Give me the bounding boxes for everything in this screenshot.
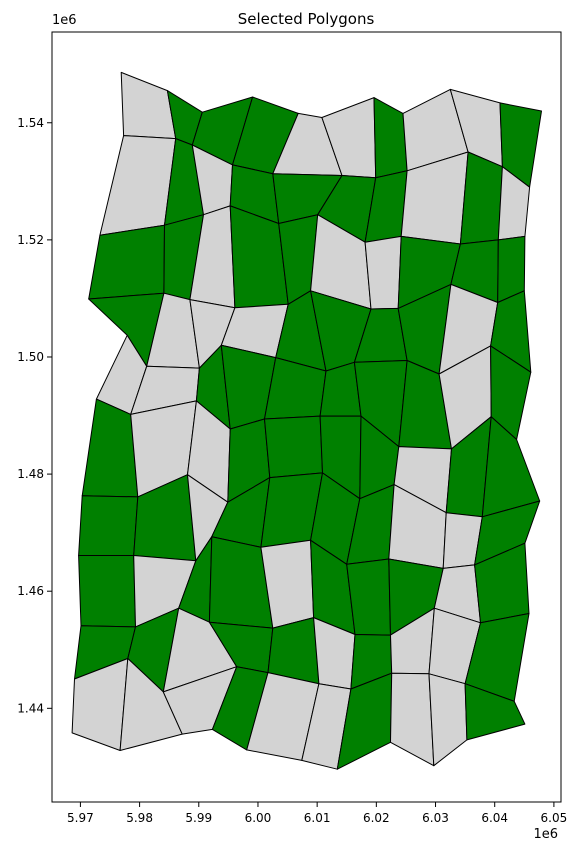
x-tick-label: 6.04 xyxy=(481,811,508,825)
selected-polygon xyxy=(78,495,139,556)
selected-polygon xyxy=(464,683,526,741)
y-tick-label: 1.50 xyxy=(17,350,44,364)
polygon-layer xyxy=(71,71,542,770)
selected-polygon xyxy=(78,555,136,628)
x-tick-label: 5.99 xyxy=(185,811,212,825)
y-tick-label: 1.48 xyxy=(17,467,44,481)
x-tick-label: 5.97 xyxy=(67,811,94,825)
chart-title: Selected Polygons xyxy=(238,10,375,28)
x-offset-label: 1e6 xyxy=(533,827,558,842)
x-tick-label: 6.00 xyxy=(245,811,272,825)
y-offset-label: 1e6 xyxy=(52,13,77,28)
selected-polygon xyxy=(346,558,391,636)
x-axis: 5.97 5.98 5.99 6.00 6.01 6.02 6.03 6.04 6.05 xyxy=(67,802,567,825)
y-tick-label: 1.54 xyxy=(17,116,44,130)
unselected-polygon xyxy=(364,235,402,310)
plot-frame xyxy=(51,31,562,803)
selected-polygon xyxy=(264,415,323,479)
y-axis: 1.44 1.46 1.48 1.50 1.52 1.54 xyxy=(17,116,52,715)
y-tick-label: 1.46 xyxy=(17,584,44,598)
x-tick-label: 6.03 xyxy=(422,811,449,825)
y-tick-label: 1.52 xyxy=(17,233,44,247)
x-tick-label: 6.05 xyxy=(541,811,568,825)
selected-polygon xyxy=(88,224,165,300)
y-tick-label: 1.44 xyxy=(17,701,44,715)
selected-polygon xyxy=(459,151,503,245)
x-tick-label: 6.01 xyxy=(304,811,331,825)
x-tick-label: 6.02 xyxy=(363,811,390,825)
x-tick-label: 5.98 xyxy=(126,811,153,825)
